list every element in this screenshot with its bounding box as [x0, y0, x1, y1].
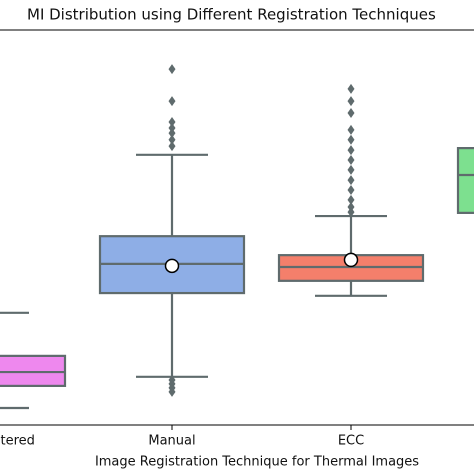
flier: [347, 96, 355, 107]
flier: [347, 184, 355, 195]
flier: [168, 128, 176, 139]
flier: [168, 64, 176, 75]
mean-marker: [343, 252, 359, 268]
flier: [168, 96, 176, 107]
x-axis-label: Image Registration Technique for Thermal…: [95, 455, 419, 470]
flier: [347, 145, 355, 156]
box: [456, 147, 474, 214]
x-tick-label: Unregistered: [0, 434, 35, 449]
flier: [347, 207, 355, 218]
flier: [168, 386, 176, 397]
flier: [347, 154, 355, 165]
flier: [347, 134, 355, 145]
flier: [347, 124, 355, 135]
x-tick-label: Manual: [148, 434, 195, 449]
box: [0, 354, 67, 387]
flier: [168, 141, 176, 152]
flier: [347, 201, 355, 212]
flier: [347, 194, 355, 205]
mean-marker: [164, 258, 180, 274]
x-tick-label: ECC: [338, 434, 364, 449]
flier: [347, 175, 355, 186]
chart-title: MI Distribution using Different Registra…: [27, 6, 436, 24]
flier: [168, 122, 176, 133]
flier: [347, 83, 355, 94]
flier: [347, 107, 355, 118]
flier: [168, 117, 176, 128]
flier: [347, 164, 355, 175]
flier: [168, 134, 176, 145]
